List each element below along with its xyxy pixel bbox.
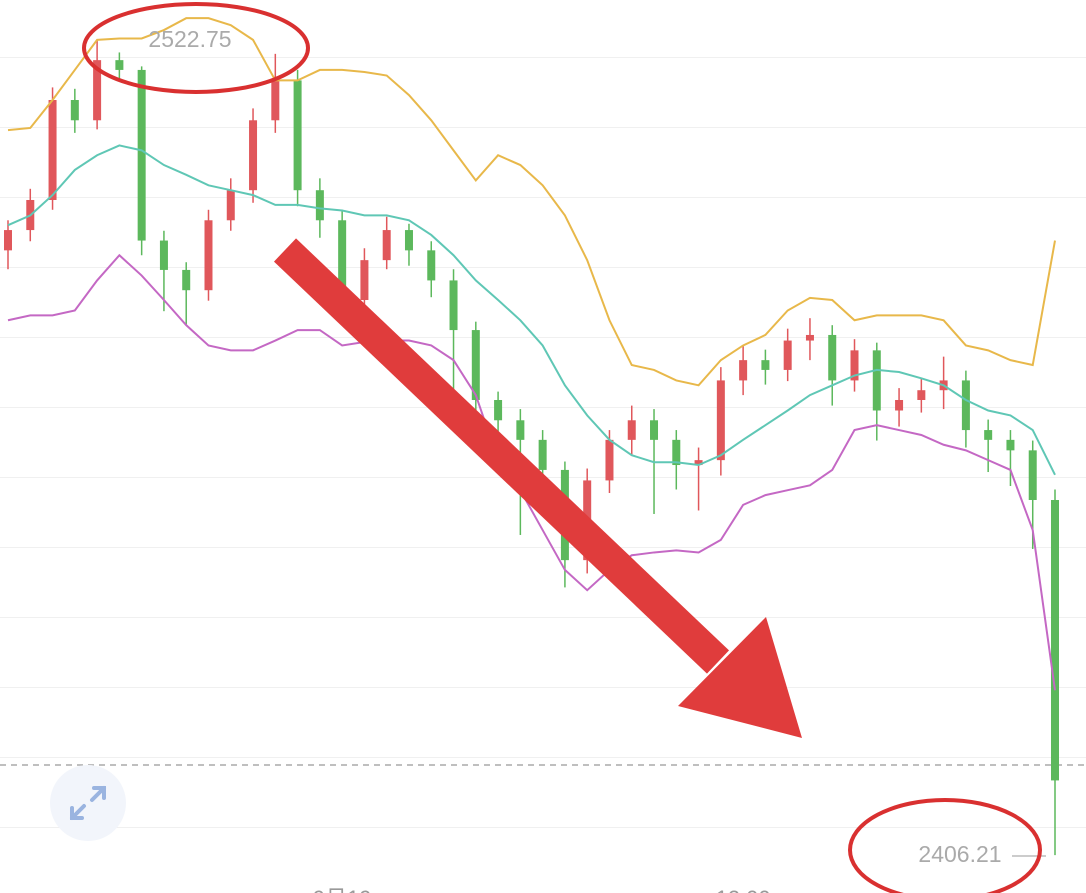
candle-body: [917, 390, 926, 400]
candle-body: [70, 99, 79, 121]
candle-body: [449, 280, 458, 331]
candle-body: [249, 120, 258, 191]
candle-body: [672, 439, 681, 466]
candle-body: [271, 80, 280, 121]
expand-button[interactable]: [50, 765, 126, 841]
highlight-circle: [848, 798, 1042, 893]
candle-body: [694, 460, 703, 466]
candle-body: [872, 350, 881, 411]
candle-body: [627, 420, 636, 440]
band-line: [7, 17, 1056, 387]
candle-body: [382, 230, 391, 261]
candle-body: [226, 190, 235, 221]
candle-body: [895, 399, 904, 411]
candle-body: [761, 360, 770, 370]
candle-body: [605, 439, 614, 481]
plot: 9月19 12:00: [0, 17, 1086, 893]
candle-body: [516, 420, 525, 440]
min-label: 2406.21: [918, 841, 1001, 867]
candle-body: [1028, 450, 1037, 500]
candle-body: [427, 250, 436, 281]
candle-body: [48, 99, 57, 200]
candle-body: [538, 439, 547, 470]
band-line: [7, 253, 1056, 691]
x-tick-label: 12:00: [716, 886, 771, 893]
candle-body: [137, 69, 146, 241]
candle-body: [984, 430, 993, 440]
candle-body: [828, 334, 837, 381]
candle-body: [159, 240, 168, 270]
highlight-circle: [82, 2, 310, 94]
candle-body: [204, 220, 213, 291]
candle-body: [293, 80, 302, 191]
candle-body: [404, 230, 413, 251]
candle-body: [315, 190, 324, 221]
candle-body: [494, 399, 503, 421]
candle-body: [650, 420, 659, 440]
arrow-head: [678, 617, 802, 738]
candle-body: [783, 340, 792, 370]
candle-body: [1006, 439, 1015, 451]
candle-body: [1051, 499, 1059, 781]
candle-body: [182, 269, 191, 291]
candle-body: [93, 60, 102, 121]
candle-body: [360, 260, 369, 300]
arrow-shaft: [273, 238, 730, 674]
expand-icon: [70, 786, 106, 820]
candle-body: [4, 230, 12, 251]
candle-body: [716, 380, 725, 461]
x-tick-label: 9月19: [313, 886, 372, 893]
candle-body: [850, 350, 859, 381]
candle-body: [338, 220, 347, 300]
candle-body: [805, 334, 814, 341]
max-label: 2522.75: [148, 26, 231, 52]
candle-body: [739, 360, 748, 381]
candle-body: [471, 330, 480, 400]
band-line: [7, 144, 1056, 476]
candle-body: [961, 380, 970, 431]
candle-body: [115, 60, 124, 70]
